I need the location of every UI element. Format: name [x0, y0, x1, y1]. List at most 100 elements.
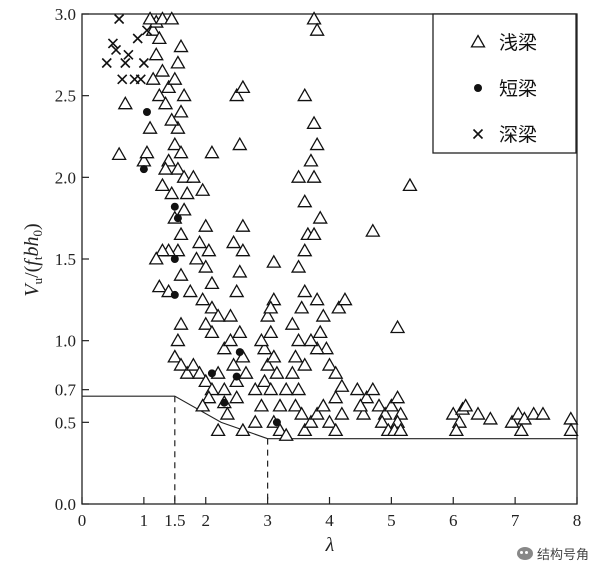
- triangle-point: [235, 79, 251, 94]
- triangle-point: [198, 373, 214, 388]
- triangle-point: [334, 406, 350, 420]
- legend-label: 短梁: [499, 78, 537, 100]
- triangle-point: [269, 365, 285, 379]
- triangle-point: [216, 381, 232, 396]
- axes: 0 1 1.5 2 3 4 5 6 7 8 0.0 0.5 0.7 1.0 1.5 2.0 2.5 3.0: [55, 5, 582, 530]
- triangle-point: [260, 308, 276, 322]
- triangle-point: [470, 406, 486, 420]
- x-tick-label: 2: [202, 511, 211, 530]
- cross-point: [129, 74, 140, 85]
- y-tick-label: 0.5: [55, 413, 76, 432]
- triangle-point: [154, 243, 171, 257]
- triangle-point: [309, 292, 325, 306]
- triangle-point: [225, 234, 242, 249]
- triangle-point: [513, 422, 529, 437]
- triangle-point: [371, 398, 387, 412]
- triangle-point: [287, 349, 304, 363]
- triangle-point: [195, 398, 211, 412]
- watermark: 结构号角: [516, 544, 589, 563]
- triangle-point: [235, 218, 251, 232]
- wechat-icon: [516, 547, 533, 560]
- triangle-point: [232, 324, 248, 339]
- triangle-point: [173, 357, 189, 371]
- triangle-point: [142, 120, 158, 134]
- y-label-mid: /(: [21, 265, 43, 278]
- triangle-point: [195, 182, 211, 196]
- y-tick-label: 0.0: [55, 495, 76, 514]
- triangle-point: [201, 243, 217, 257]
- triangle-point: [290, 332, 307, 347]
- triangle-point: [222, 308, 239, 322]
- dot-point: [142, 108, 151, 116]
- triangle-point: [297, 357, 313, 371]
- cross-point: [141, 25, 153, 36]
- triangle-point: [167, 136, 183, 151]
- triangle-point: [297, 422, 313, 437]
- triangle-point: [318, 341, 335, 355]
- triangle-point: [306, 11, 322, 25]
- cross-point: [123, 49, 134, 60]
- triangle-point: [173, 267, 189, 281]
- triangle-point: [309, 22, 325, 36]
- y-tick-label: 3.0: [55, 5, 76, 24]
- triangle-point: [383, 398, 399, 412]
- triangle-point: [389, 319, 406, 334]
- triangle-point: [145, 71, 161, 85]
- triangle-point: [290, 169, 307, 183]
- triangle-point: [266, 254, 282, 268]
- limit-line-group: [82, 395, 577, 504]
- triangle-point: [176, 202, 192, 216]
- triangle-point: [504, 414, 520, 428]
- x-axis-label: λ: [325, 534, 335, 556]
- triangle-point: [232, 136, 248, 151]
- triangle-point: [191, 365, 208, 379]
- y-tick-label: 1.0: [55, 332, 76, 351]
- triangle-point: [334, 378, 350, 392]
- triangle-point: [198, 218, 214, 232]
- triangle-point: [328, 422, 344, 437]
- x-tick-label: 5: [387, 511, 396, 530]
- triangle-point: [359, 390, 375, 404]
- x-tick-label: 8: [573, 511, 582, 530]
- series-cross: [101, 13, 153, 85]
- y-label-close: ): [21, 223, 43, 230]
- triangle-point: [176, 169, 192, 183]
- triangle-point: [185, 169, 201, 183]
- triangle-point: [148, 251, 164, 265]
- triangle-point: [204, 145, 220, 159]
- triangle-point: [179, 185, 195, 200]
- triangle-point: [306, 115, 322, 129]
- triangle-point: [306, 226, 322, 241]
- triangle-point: [256, 373, 273, 388]
- cross-point: [114, 13, 125, 25]
- triangle-point: [365, 223, 381, 237]
- legend-marker-triangle: [470, 34, 486, 48]
- triangle-point: [235, 422, 251, 437]
- triangle-point: [157, 96, 174, 110]
- x-tick-label: 3: [263, 511, 272, 530]
- x-tick-label: 4: [325, 511, 334, 530]
- triangle-point: [170, 161, 186, 175]
- triangle-point: [111, 146, 127, 160]
- triangle-point: [173, 104, 189, 118]
- triangle-point: [389, 390, 406, 404]
- triangle-point: [563, 411, 579, 425]
- triangle-point: [247, 381, 263, 396]
- triangle-point: [139, 145, 155, 159]
- triangle-point: [154, 63, 171, 77]
- legend-label: 浅梁: [499, 32, 537, 54]
- dot-point: [170, 255, 179, 263]
- triangle-point: [210, 422, 226, 437]
- cross-point: [101, 57, 112, 69]
- triangle-point: [167, 349, 183, 363]
- triangle-point: [297, 194, 313, 208]
- x-tick-label: 1.5: [164, 511, 185, 530]
- triangle-point: [290, 259, 307, 273]
- triangle-point: [315, 308, 331, 322]
- triangle-point: [284, 365, 300, 379]
- series-triangle: [111, 11, 579, 441]
- triangle-point: [321, 357, 338, 371]
- triangle-point: [297, 243, 313, 257]
- y-label-f: f: [21, 258, 43, 266]
